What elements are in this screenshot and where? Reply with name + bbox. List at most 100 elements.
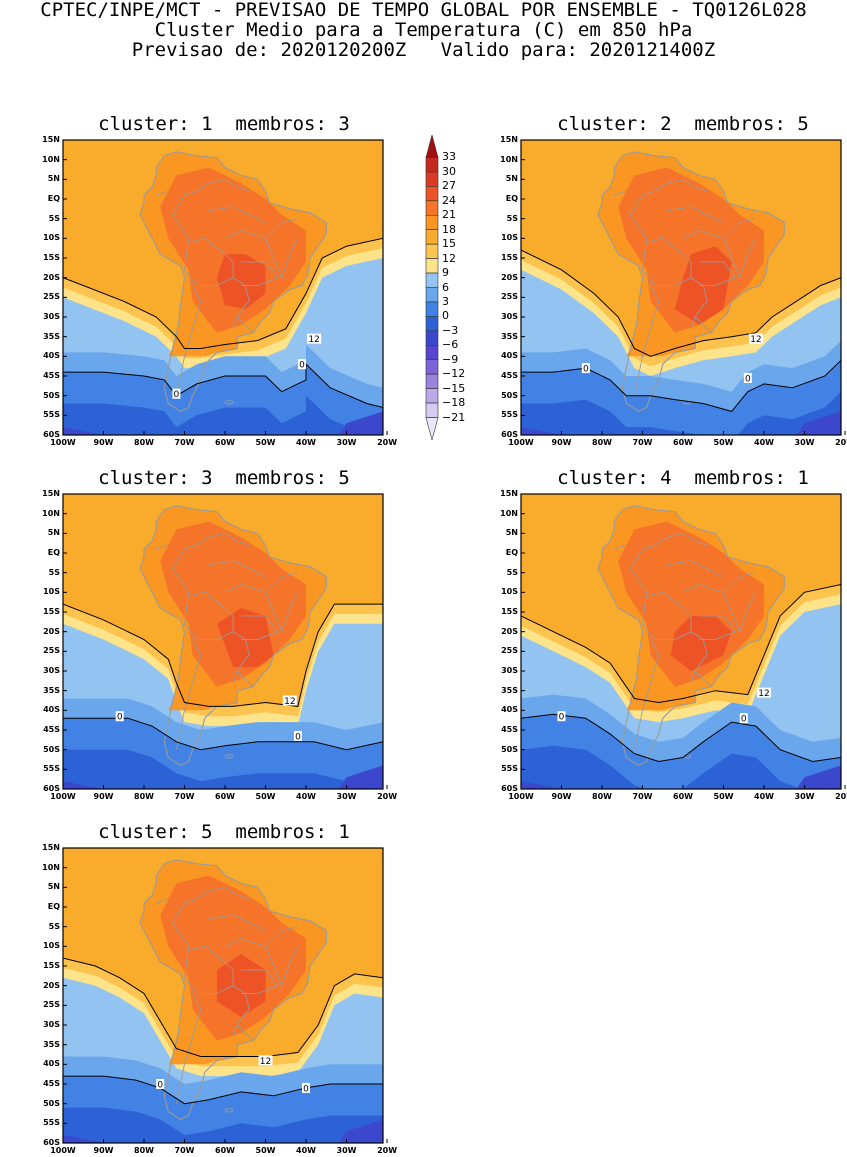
legend-swatch xyxy=(425,373,439,389)
longitude-tick-label: 70W xyxy=(632,792,653,801)
legend-level-label: 27 xyxy=(442,179,456,193)
latitude-tick-label: 45S xyxy=(501,725,518,734)
latitude-tick-label: 35S xyxy=(43,331,60,341)
longitude-tick-label: 20W xyxy=(377,792,398,801)
latitude-tick-label: 10S xyxy=(43,941,60,951)
latitude-tick-label: EQ xyxy=(47,194,60,203)
longitude-tick-label: 90W xyxy=(93,1146,114,1155)
legend-level-label: −15 xyxy=(442,381,466,395)
latitude-tick-label: 20S xyxy=(501,272,518,282)
latitude-tick-label: EQ xyxy=(47,902,60,911)
panel-title-1: cluster: 1 membros: 3 xyxy=(98,113,350,135)
latitude-tick-label: 5N xyxy=(47,174,60,184)
latitude-tick-label: 5N xyxy=(505,528,518,538)
contour-label: 0 xyxy=(583,365,589,375)
longitude-tick-label: 50W xyxy=(255,792,276,801)
legend-swatch xyxy=(425,272,439,288)
contour-label: 0 xyxy=(559,713,565,723)
legend-level-label: 24 xyxy=(442,193,456,207)
map-panel-cluster-2: 12 0 0 15N 10N 5N EQ 5S 10S 15S 20S 25S 30S 35S 40S 45S… xyxy=(500,136,847,448)
legend-level-label: 18 xyxy=(442,222,456,236)
latitude-tick-label: 40S xyxy=(43,1059,60,1069)
longitude-tick-label: 100W xyxy=(508,792,534,801)
contour-label: 12 xyxy=(758,689,769,699)
latitude-tick-label: 60S xyxy=(43,430,60,439)
contour-label: 12 xyxy=(284,697,295,707)
contour-label: 12 xyxy=(308,335,319,345)
color-scale-legend: 33 30 27 24 21 18 15 12 9 6 3 0 −3 −6 −9 −12 −15 −18 −21 xyxy=(424,133,484,442)
latitude-tick-label: 40S xyxy=(501,351,518,361)
contour-label: 0 xyxy=(303,1084,309,1094)
legend-level-label: −12 xyxy=(442,367,466,381)
latitude-tick-label: 5S xyxy=(48,921,60,931)
temperature-map: 12 0 0 xyxy=(520,139,846,436)
latitude-tick-label: 15N xyxy=(42,843,60,852)
longitude-tick-label: 70W xyxy=(174,792,195,801)
longitude-tick-label: 90W xyxy=(93,792,114,801)
legend-level-label: −21 xyxy=(442,410,466,424)
latitude-tick-label: 55S xyxy=(43,764,60,774)
legend-level-label: −18 xyxy=(442,396,466,410)
contour-label: 0 xyxy=(295,732,301,742)
longitude-tick-label: 80W xyxy=(592,438,612,447)
temperature-map: 12 0 0 xyxy=(62,139,388,436)
latitude-tick-label: 15S xyxy=(43,607,60,616)
latitude-tick-label: 15S xyxy=(43,961,60,970)
map-panel-cluster-3: 12 0 0 15N 10N 5N EQ 5S 10S 15S 20S 25S 30S 35S 40S 45S… xyxy=(42,490,397,802)
latitude-tick-label: 30S xyxy=(43,312,60,321)
latitude-tick-label: 60S xyxy=(501,784,518,793)
legend-swatch xyxy=(425,214,439,230)
longitude-tick-label: 100W xyxy=(50,438,76,447)
longitude-tick-label: 60W xyxy=(215,792,235,801)
legend-level-label: 12 xyxy=(442,251,456,265)
latitude-tick-label: 35S xyxy=(501,685,518,695)
longitude-tick-label: 80W xyxy=(134,792,154,801)
latitude-tick-label: 35S xyxy=(43,685,60,695)
longitude-tick-label: 60W xyxy=(673,792,693,801)
latitude-tick-label: 30S xyxy=(43,666,60,675)
longitude-tick-label: 20W xyxy=(835,792,847,801)
longitude-tick-label: 90W xyxy=(551,792,572,801)
contour-label: 0 xyxy=(117,713,123,723)
legend-swatch xyxy=(425,229,439,245)
longitude-tick-label: 30W xyxy=(794,792,815,801)
legend-swatch xyxy=(425,258,439,274)
longitude-tick-label: 30W xyxy=(336,792,357,801)
latitude-tick-label: 5S xyxy=(48,213,60,223)
longitude-tick-label: 50W xyxy=(713,792,734,801)
latitude-tick-label: 5S xyxy=(48,567,60,577)
latitude-tick-label: 10N xyxy=(500,154,518,164)
latitude-tick-label: 45S xyxy=(501,371,518,380)
latitude-tick-label: 40S xyxy=(43,705,60,715)
legend-level-label: −9 xyxy=(442,352,459,366)
latitude-tick-label: 15N xyxy=(500,489,518,498)
legend-swatch xyxy=(425,200,439,216)
legend-level-label: 6 xyxy=(442,280,449,294)
latitude-tick-label: 25S xyxy=(43,292,60,302)
latitude-tick-label: 60S xyxy=(501,430,518,439)
latitude-tick-label: 20S xyxy=(43,272,60,282)
legend-swatch xyxy=(425,133,439,158)
legend-swatch xyxy=(425,287,439,303)
latitude-tick-label: 15S xyxy=(43,253,60,262)
longitude-tick-label: 60W xyxy=(673,438,693,447)
latitude-tick-label: 45S xyxy=(43,725,60,734)
latitude-tick-label: 35S xyxy=(501,331,518,341)
header-dates: Previsao de: 2020120200Z Valido para: 20… xyxy=(131,39,716,61)
legend-level-label: 21 xyxy=(442,208,456,222)
legend-swatch xyxy=(425,316,439,332)
legend-swatch xyxy=(425,171,439,187)
latitude-tick-label: 45S xyxy=(43,371,60,380)
latitude-tick-label: 55S xyxy=(501,764,518,774)
contour-label: 0 xyxy=(299,361,305,371)
latitude-tick-label: 55S xyxy=(501,410,518,420)
latitude-tick-label: 55S xyxy=(43,410,60,420)
legend-swatch xyxy=(425,359,439,375)
contour-label: 0 xyxy=(157,1081,163,1091)
longitude-tick-label: 70W xyxy=(174,1146,195,1155)
latitude-tick-label: 25S xyxy=(501,646,518,656)
legend-swatch xyxy=(425,243,439,259)
legend-level-label: −3 xyxy=(442,323,459,337)
longitude-tick-label: 60W xyxy=(215,1146,235,1155)
legend-level-label: 33 xyxy=(442,150,456,164)
